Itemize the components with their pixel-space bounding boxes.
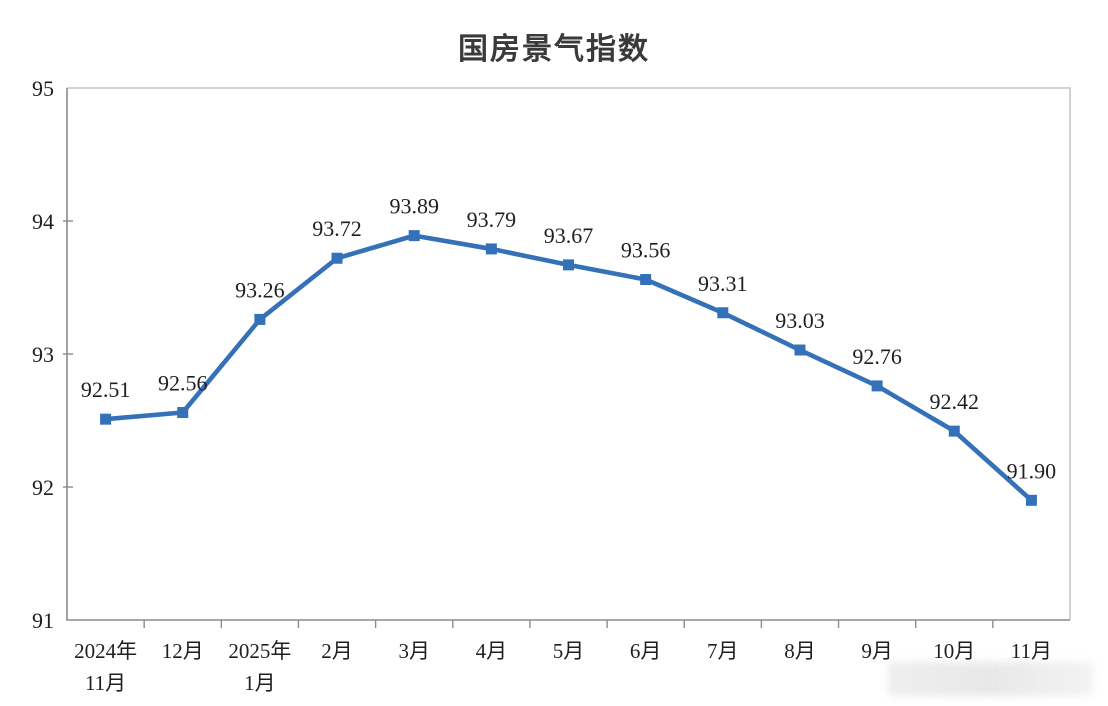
data-label: 92.76 (852, 344, 902, 369)
data-point-marker (408, 230, 420, 242)
chart-title: 国房景气指数 (458, 33, 650, 66)
x-axis-tick-label: 9月 (861, 639, 893, 663)
data-point-marker (100, 413, 112, 425)
data-point-marker (563, 259, 574, 271)
data-label: 93.79 (467, 207, 517, 232)
data-label: 92.42 (930, 389, 980, 414)
data-label: 93.26 (235, 277, 285, 302)
data-label: 92.56 (158, 371, 208, 396)
data-point-marker (794, 344, 806, 356)
x-axis-tick-label: 1月 (244, 671, 276, 695)
data-point-marker (485, 243, 497, 255)
data-label: 93.03 (775, 308, 825, 333)
data-point-marker (331, 252, 343, 264)
y-axis-tick-label: 95 (32, 76, 54, 101)
data-point-marker (254, 313, 266, 325)
data-point-marker (1025, 494, 1037, 506)
plot-border (67, 87, 1071, 620)
data-label: 93.67 (544, 223, 594, 248)
data-label: 91.90 (1007, 458, 1057, 483)
y-axis-tick-label: 94 (32, 209, 54, 234)
data-point-marker (640, 274, 652, 286)
y-axis-tick-label: 92 (32, 475, 54, 500)
x-axis-tick-label: 2025年 (228, 639, 291, 663)
x-axis-tick-label: 2024年 (74, 639, 137, 663)
axis-lines (66, 88, 1070, 621)
data-point-marker (177, 407, 189, 419)
y-axis-tick-label: 91 (32, 608, 54, 633)
x-axis-tick-label: 3月 (398, 639, 430, 663)
x-axis-tick-label: 2月 (321, 639, 353, 663)
data-label: 93.31 (698, 271, 748, 296)
x-axis-tick-label: 8月 (784, 639, 816, 663)
x-axis-tick-label: 6月 (630, 639, 662, 663)
x-axis-tick-label: 5月 (553, 639, 585, 663)
data-point-marker (717, 307, 729, 319)
x-axis-tick-label: 12月 (162, 639, 204, 663)
x-axis-tick-label: 10月 (933, 639, 975, 663)
x-axis-tick-label: 7月 (707, 639, 739, 663)
data-point-marker (948, 425, 960, 437)
data-label: 93.72 (312, 216, 362, 241)
data-label: 93.56 (621, 238, 671, 263)
data-point-marker (871, 380, 883, 392)
data-label: 93.89 (389, 194, 439, 219)
x-axis-tick-label: 4月 (476, 639, 508, 663)
y-axis-tick-label: 93 (32, 342, 54, 367)
x-axis-tick-label: 11月 (1011, 639, 1052, 663)
data-label: 92.51 (81, 377, 131, 402)
x-axis-tick-label: 11月 (85, 671, 126, 695)
